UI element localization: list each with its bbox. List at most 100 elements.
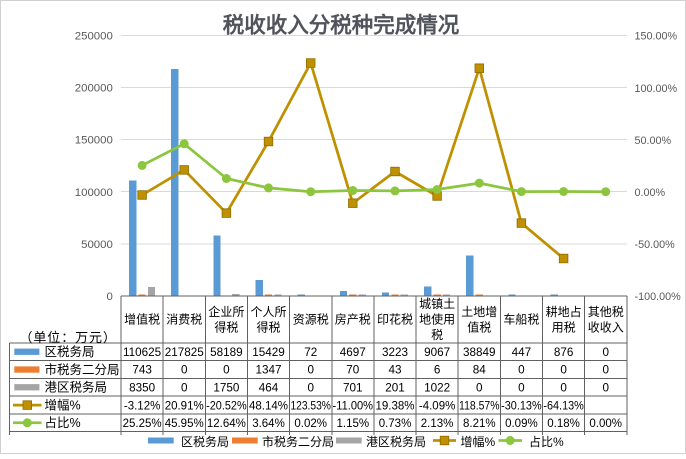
- svg-text:市税务二分局: 市税务二分局: [45, 362, 120, 377]
- svg-text:-64.13%: -64.13%: [543, 400, 584, 412]
- svg-text:企业所: 企业所: [208, 304, 244, 319]
- svg-text:港区税务局: 港区税务局: [366, 434, 426, 449]
- svg-text:0: 0: [181, 364, 188, 377]
- svg-text:增幅%: 增幅%: [45, 398, 81, 413]
- svg-text:150000: 150000: [75, 135, 113, 147]
- svg-text:得税: 得税: [256, 319, 280, 334]
- svg-text:150.00%: 150.00%: [635, 31, 678, 43]
- svg-text:车船税: 车船税: [503, 312, 539, 327]
- svg-text:72: 72: [304, 346, 317, 359]
- svg-text:43: 43: [388, 364, 401, 377]
- svg-text:-50.00%: -50.00%: [635, 239, 676, 251]
- svg-text:市税务二分局: 市税务二分局: [262, 434, 334, 449]
- svg-text:其他税: 其他税: [588, 305, 624, 319]
- svg-text:464: 464: [259, 382, 279, 395]
- svg-text:占比%: 占比%: [529, 434, 564, 449]
- svg-text:48.14%: 48.14%: [249, 400, 288, 412]
- svg-text:2.13%: 2.13%: [421, 418, 454, 430]
- svg-text:0: 0: [518, 382, 525, 395]
- svg-text:消费税: 消费税: [166, 313, 202, 327]
- svg-text:个人所: 个人所: [250, 305, 286, 319]
- svg-text:收收入: 收收入: [588, 320, 624, 334]
- svg-text:土地增: 土地增: [461, 305, 497, 319]
- svg-text:0.02%: 0.02%: [294, 418, 327, 430]
- svg-text:9067: 9067: [424, 346, 450, 359]
- svg-text:地使用: 地使用: [419, 312, 455, 327]
- svg-text:8.21%: 8.21%: [463, 418, 496, 430]
- svg-text:占比%: 占比%: [45, 415, 81, 430]
- svg-text:25.25%: 25.25%: [123, 418, 162, 430]
- svg-text:0: 0: [307, 364, 314, 377]
- svg-text:1347: 1347: [255, 364, 281, 377]
- svg-text:19.38%: 19.38%: [375, 400, 414, 412]
- svg-text:值税: 值税: [467, 319, 491, 334]
- svg-text:增值税: 增值税: [124, 312, 160, 327]
- svg-text:100.00%: 100.00%: [635, 83, 678, 95]
- svg-text:-100.00%: -100.00%: [635, 291, 682, 303]
- svg-text:701: 701: [343, 382, 363, 395]
- svg-text:0.00%: 0.00%: [589, 418, 622, 430]
- svg-text:0: 0: [307, 382, 314, 395]
- svg-text:50.00%: 50.00%: [635, 135, 672, 147]
- svg-text:217825: 217825: [165, 346, 205, 359]
- svg-text:3223: 3223: [382, 346, 408, 359]
- svg-text:0.00%: 0.00%: [635, 187, 666, 199]
- svg-text:3.64%: 3.64%: [252, 418, 285, 430]
- svg-text:0.73%: 0.73%: [379, 418, 412, 430]
- svg-text:-11.00%: -11.00%: [333, 400, 374, 412]
- svg-text:100000: 100000: [75, 187, 113, 199]
- svg-text:-3.12%: -3.12%: [124, 400, 160, 412]
- svg-text:0: 0: [602, 382, 609, 395]
- svg-text:876: 876: [554, 346, 574, 359]
- svg-text:耕地占: 耕地占: [546, 304, 582, 319]
- svg-text:250000: 250000: [75, 31, 113, 43]
- svg-text:84: 84: [473, 364, 487, 377]
- svg-text:资源税: 资源税: [293, 313, 329, 327]
- svg-text:1750: 1750: [213, 382, 240, 395]
- svg-text:增幅%: 增幅%: [461, 434, 496, 449]
- svg-text:743: 743: [132, 364, 152, 377]
- svg-text:用税: 用税: [552, 320, 576, 334]
- svg-text:8350: 8350: [129, 382, 156, 395]
- svg-text:20.91%: 20.91%: [165, 400, 204, 412]
- svg-text:0: 0: [223, 364, 230, 377]
- svg-text:447: 447: [512, 346, 532, 359]
- svg-text:15429: 15429: [252, 346, 285, 359]
- svg-text:0: 0: [518, 364, 525, 377]
- svg-text:1.15%: 1.15%: [336, 418, 369, 430]
- svg-text:0.09%: 0.09%: [505, 418, 538, 430]
- svg-text:201: 201: [385, 382, 405, 395]
- svg-text:区税务局: 区税务局: [181, 434, 229, 449]
- svg-text:城镇土: 城镇土: [419, 297, 455, 311]
- svg-text:0.18%: 0.18%: [547, 418, 580, 430]
- svg-text:1022: 1022: [424, 382, 450, 395]
- svg-text:税: 税: [431, 328, 443, 342]
- svg-text:印花税: 印花税: [377, 312, 413, 327]
- svg-text:区税务局: 区税务局: [45, 344, 95, 359]
- svg-text:税收收入分税种完成情况: 税收收入分税种完成情况: [223, 13, 460, 38]
- svg-text:0: 0: [560, 364, 567, 377]
- svg-text:得税: 得税: [214, 319, 238, 334]
- svg-text:（单位：万元）: （单位：万元）: [20, 330, 117, 345]
- svg-text:38849: 38849: [463, 346, 496, 359]
- svg-text:0: 0: [602, 364, 609, 377]
- svg-text:6: 6: [434, 364, 441, 377]
- svg-text:70: 70: [346, 364, 360, 377]
- svg-text:12.64%: 12.64%: [207, 418, 246, 430]
- svg-text:118.57%: 118.57%: [459, 400, 500, 412]
- svg-text:4697: 4697: [340, 346, 366, 359]
- svg-text:-20.52%: -20.52%: [206, 400, 247, 412]
- svg-text:110625: 110625: [123, 346, 162, 359]
- svg-text:-4.09%: -4.09%: [419, 400, 455, 412]
- svg-text:0: 0: [560, 382, 567, 395]
- svg-text:0: 0: [106, 291, 112, 303]
- svg-text:50000: 50000: [81, 239, 113, 251]
- svg-text:港区税务局: 港区税务局: [45, 380, 108, 395]
- svg-text:123.53%: 123.53%: [290, 400, 331, 412]
- svg-text:0: 0: [602, 346, 609, 359]
- svg-text:200000: 200000: [75, 83, 113, 95]
- svg-text:45.95%: 45.95%: [165, 418, 204, 430]
- svg-text:房产税: 房产税: [335, 312, 371, 327]
- svg-text:0: 0: [181, 382, 188, 395]
- svg-text:-30.13%: -30.13%: [501, 400, 542, 412]
